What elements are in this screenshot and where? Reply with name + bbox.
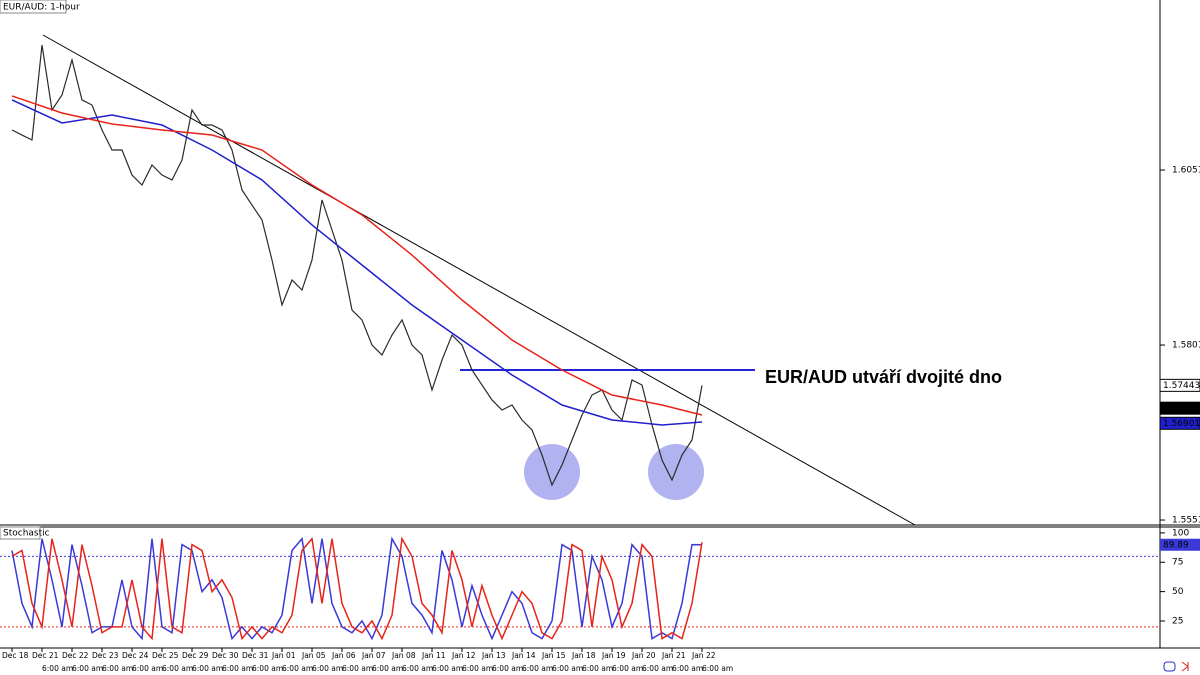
x-time-label: 6:00 am: [582, 664, 613, 673]
price-tag: [1159, 401, 1200, 415]
x-tick-label: Jan 11: [421, 651, 446, 660]
x-tick-label: Jan 05: [301, 651, 326, 660]
x-time-label: 6:00 am: [72, 664, 103, 673]
x-time-label: 6:00 am: [612, 664, 643, 673]
bottom-highlight: [648, 444, 704, 500]
x-tick-label: Jan 19: [601, 651, 626, 660]
price-tag-label: 1.57443: [1163, 381, 1200, 391]
x-tick-label: Jan 14: [511, 651, 536, 660]
x-tick-label: Dec 31: [242, 651, 269, 660]
x-time-label: 6:00 am: [42, 664, 73, 673]
x-tick-label: Jan 08: [391, 651, 416, 660]
x-time-label: 6:00 am: [552, 664, 583, 673]
price-tag: [1159, 416, 1200, 430]
trend-line: [42, 34, 916, 526]
x-time-label: 6:00 am: [162, 664, 193, 673]
x-tick-label: Jan 20: [631, 651, 656, 660]
x-time-label: 6:00 am: [462, 664, 493, 673]
bottom-highlight: [524, 444, 580, 500]
x-tick-label: Dec 30: [212, 651, 239, 660]
series-line: [11, 99, 703, 426]
icon[interactable]: [1181, 661, 1189, 672]
y-tick-label: 50: [1172, 587, 1184, 597]
x-tick-label: Jan 01: [271, 651, 296, 660]
x-time-label: 6:00 am: [252, 664, 283, 673]
y-tick-label: 1.55519: [1172, 516, 1200, 526]
x-time-label: 6:00 am: [522, 664, 553, 673]
x-time-label: 6:00 am: [282, 664, 313, 673]
x-tick-label: Jan 13: [481, 651, 506, 660]
price-tag-label: 1.56901: [1163, 419, 1200, 429]
x-time-label: 6:00 am: [102, 664, 133, 673]
y-tick-label: 1.60519: [1172, 166, 1200, 176]
series-line: [11, 44, 703, 487]
x-time-label: 6:00 am: [312, 664, 343, 673]
x-tick-label: Dec 25: [152, 651, 179, 660]
indicator-title: Stochastic: [3, 529, 50, 539]
value-tag: [1160, 538, 1200, 551]
x-time-label: 6:00 am: [672, 664, 703, 673]
x-tick-label: Jan 06: [331, 651, 356, 660]
x-tick-label: Dec 21: [32, 651, 59, 660]
x-time-label: 6:00 am: [372, 664, 403, 673]
series-line: [11, 95, 703, 416]
value-tag-label: 89.89: [1163, 540, 1189, 550]
price-tag: [1159, 378, 1200, 392]
title-box: [0, 0, 67, 14]
x-time-label: 6:00 am: [222, 664, 253, 673]
y-tick-label: 1.58019: [1172, 341, 1200, 351]
x-time-label: 6:00 am: [492, 664, 523, 673]
x-time-label: 6:00 am: [342, 664, 373, 673]
x-time-label: 6:00 am: [132, 664, 163, 673]
x-tick-label: Dec 18: [2, 651, 29, 660]
x-tick-label: Jan 12: [451, 651, 476, 660]
x-tick-label: Jan 15: [541, 651, 566, 660]
x-tick-label: Dec 22: [62, 651, 89, 660]
x-time-label: 6:00 am: [702, 664, 733, 673]
title-box: [0, 526, 41, 540]
annotation: EUR/AUD utváří dvojité dno: [765, 367, 1002, 387]
x-tick-label: Jan 22: [691, 651, 716, 660]
y-tick-label: 100: [1172, 528, 1189, 538]
x-tick-label: Dec 24: [122, 651, 149, 660]
y-tick-label: 25: [1172, 616, 1183, 626]
x-time-label: 6:00 am: [432, 664, 463, 673]
series-line: [11, 536, 703, 641]
x-tick-label: Jan 07: [361, 651, 386, 660]
x-tick-label: Jan 18: [571, 651, 596, 660]
y-tick-label: 75: [1172, 558, 1183, 568]
price-tag-label: 1.57117: [1163, 404, 1200, 414]
x-time-label: 6:00 am: [192, 664, 223, 673]
x-tick-label: Dec 29: [182, 651, 209, 660]
x-time-label: 6:00 am: [402, 664, 433, 673]
x-time-label: 6:00 am: [642, 664, 673, 673]
x-tick-label: Dec 23: [92, 651, 119, 660]
icon[interactable]: [1163, 661, 1176, 672]
x-tick-label: Jan 21: [661, 651, 686, 660]
chart-title: EUR/AUD: 1-hour: [3, 3, 80, 13]
